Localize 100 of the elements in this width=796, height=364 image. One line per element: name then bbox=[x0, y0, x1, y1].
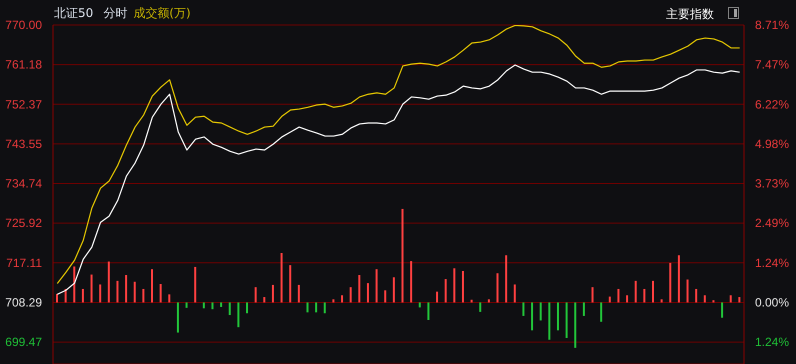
y2-tick-label: 1.24% bbox=[755, 335, 790, 350]
bar bbox=[202, 302, 205, 308]
bar bbox=[488, 299, 490, 302]
chart-title: 北证50 bbox=[54, 6, 94, 20]
y2-tick-label: 0.00% bbox=[755, 296, 790, 310]
y-tick-label: 699.47 bbox=[5, 335, 42, 350]
bar bbox=[315, 302, 318, 312]
bar bbox=[168, 294, 170, 302]
bar bbox=[289, 265, 292, 302]
bar bbox=[332, 299, 334, 302]
bar bbox=[376, 269, 378, 302]
bar bbox=[366, 283, 369, 302]
bar bbox=[82, 288, 84, 302]
bar bbox=[540, 302, 542, 320]
bar bbox=[116, 280, 118, 302]
bar bbox=[410, 261, 412, 302]
y-tick-label: 734.74 bbox=[5, 176, 42, 191]
bar bbox=[626, 295, 628, 302]
bar bbox=[660, 299, 663, 302]
bar bbox=[704, 295, 706, 302]
bar bbox=[392, 277, 395, 302]
bar bbox=[134, 282, 136, 302]
y-tick-label: 752.37 bbox=[5, 97, 42, 112]
bar bbox=[634, 280, 637, 302]
y2-tick-label: 2.49% bbox=[755, 216, 790, 230]
bar bbox=[444, 279, 447, 302]
bar bbox=[730, 295, 732, 302]
bar bbox=[600, 302, 602, 322]
bar bbox=[99, 284, 102, 302]
bar bbox=[237, 302, 240, 328]
y-tick-label: 770.00 bbox=[5, 18, 42, 32]
bar bbox=[738, 297, 740, 302]
bar bbox=[142, 288, 144, 302]
bar bbox=[652, 280, 654, 302]
bar bbox=[358, 275, 360, 302]
bar bbox=[556, 302, 559, 330]
y-tick-label: 725.92 bbox=[5, 216, 42, 230]
bar bbox=[160, 284, 162, 302]
bar bbox=[298, 284, 300, 302]
bar bbox=[678, 255, 680, 302]
bar bbox=[228, 302, 231, 316]
y2-tick-label: 3.73% bbox=[755, 176, 790, 191]
bar bbox=[263, 297, 266, 302]
bar bbox=[479, 302, 482, 312]
bar bbox=[574, 302, 576, 348]
bar bbox=[402, 208, 404, 302]
text: 主要指数 bbox=[666, 6, 714, 23]
bar bbox=[643, 288, 646, 302]
bar bbox=[496, 273, 499, 302]
bar bbox=[280, 252, 283, 302]
bar bbox=[254, 287, 257, 302]
line-series bbox=[56, 64, 740, 295]
bar bbox=[324, 302, 326, 314]
bar bbox=[608, 296, 611, 302]
bar bbox=[176, 302, 179, 333]
bar bbox=[194, 266, 196, 302]
bar bbox=[272, 284, 274, 302]
bar bbox=[186, 302, 188, 308]
bar bbox=[427, 302, 430, 320]
bar bbox=[617, 288, 620, 302]
bar bbox=[462, 270, 464, 302]
y-tick-label: 743.55 bbox=[5, 136, 42, 151]
bar bbox=[695, 288, 698, 302]
bar bbox=[151, 269, 154, 302]
line-series bbox=[56, 25, 740, 284]
bar bbox=[453, 268, 456, 302]
bar bbox=[686, 280, 689, 302]
bar bbox=[73, 266, 76, 302]
y2-tick-label: 8.71% bbox=[755, 18, 790, 32]
bar bbox=[56, 294, 58, 302]
y2-tick-label: 1.24% bbox=[755, 256, 790, 270]
bar bbox=[582, 302, 585, 316]
bar bbox=[548, 302, 550, 340]
bar bbox=[384, 290, 386, 302]
bar bbox=[592, 287, 594, 302]
y2-tick-label: 7.47% bbox=[755, 58, 790, 72]
bar bbox=[350, 287, 352, 302]
bar bbox=[418, 302, 421, 308]
y-tick-label: 717.11 bbox=[6, 256, 42, 270]
bar bbox=[721, 302, 724, 318]
y-tick-label: 761.18 bbox=[5, 58, 42, 72]
y2-tick-label: 6.22% bbox=[755, 97, 790, 112]
bar bbox=[505, 255, 508, 302]
bar bbox=[90, 274, 93, 302]
bar bbox=[108, 262, 110, 302]
y-tick-label: 708.29 bbox=[5, 295, 42, 310]
bar bbox=[669, 262, 672, 302]
text: 成交额(万) bbox=[133, 6, 191, 20]
bar bbox=[522, 302, 524, 316]
bar bbox=[246, 302, 248, 314]
bar bbox=[436, 292, 438, 302]
bar bbox=[220, 302, 222, 307]
bar bbox=[125, 275, 128, 302]
bar bbox=[514, 284, 516, 302]
bar bbox=[341, 295, 344, 302]
bar bbox=[211, 302, 214, 310]
y2-tick-label: 4.98% bbox=[755, 136, 790, 151]
chart-subtitle: 分时 bbox=[103, 6, 128, 20]
bar bbox=[531, 302, 534, 330]
bar bbox=[306, 302, 308, 312]
